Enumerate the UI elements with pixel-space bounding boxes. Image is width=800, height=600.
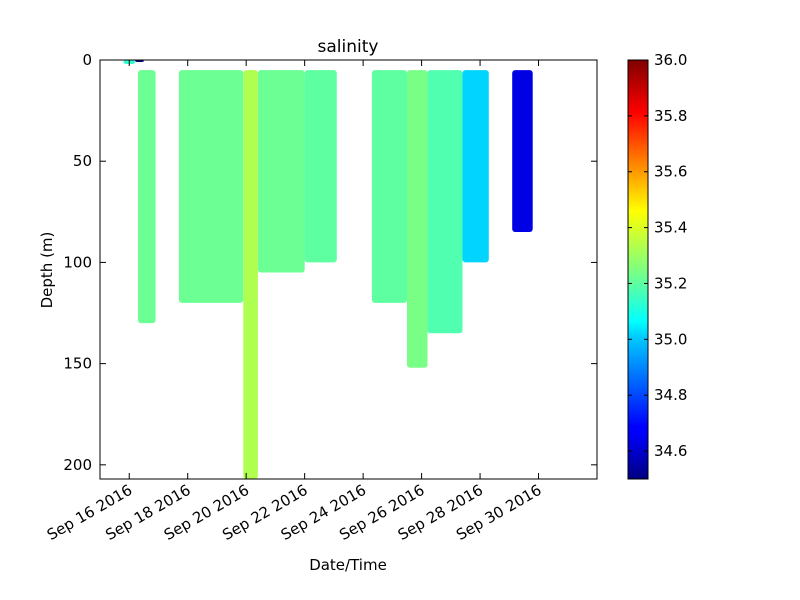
colorbar <box>627 59 649 480</box>
colorbar-tick-label: 35.8 <box>654 107 687 125</box>
salinity-profile-6 <box>257 70 305 273</box>
colorbar-tick-label: 34.6 <box>654 442 687 460</box>
salinity-profile-8 <box>371 70 407 303</box>
salinity-profile-4 <box>178 70 244 303</box>
salinity-profile-10 <box>427 70 463 334</box>
plot-frame <box>99 59 598 480</box>
colorbar-ticks: 34.6 34.8 35.0 35.2 35.4 35.6 35.8 36.0 <box>628 51 687 460</box>
y-tick-label: 50 <box>73 152 92 170</box>
salinity-profile-11 <box>462 70 489 263</box>
colorbar-tick-label: 35.4 <box>654 219 687 237</box>
y-tick-label: 200 <box>63 456 92 474</box>
y-tick-label: 100 <box>63 253 92 271</box>
colorbar-tick-label: 36.0 <box>654 51 687 69</box>
salinity-profile-3 <box>138 70 156 324</box>
salinity-profile-5 <box>243 70 258 479</box>
data-layer <box>123 60 533 479</box>
salinity-profile-7 <box>304 70 337 263</box>
y-tick-label: 0 <box>82 51 92 69</box>
y-tick-label: 150 <box>63 355 92 373</box>
y-axis-label: Depth (m) <box>38 232 56 309</box>
chart-title: salinity <box>318 37 379 57</box>
x-axis-label: Date/Time <box>309 556 387 574</box>
colorbar-tick-label: 35.6 <box>654 163 687 181</box>
colorbar-tick-label: 34.8 <box>654 386 687 404</box>
salinity-profile-9 <box>407 70 428 368</box>
colorbar-tick-label: 35.2 <box>654 274 687 292</box>
colorbar-tick-label: 35.0 <box>654 330 687 348</box>
salinity-profile-12 <box>512 70 533 232</box>
